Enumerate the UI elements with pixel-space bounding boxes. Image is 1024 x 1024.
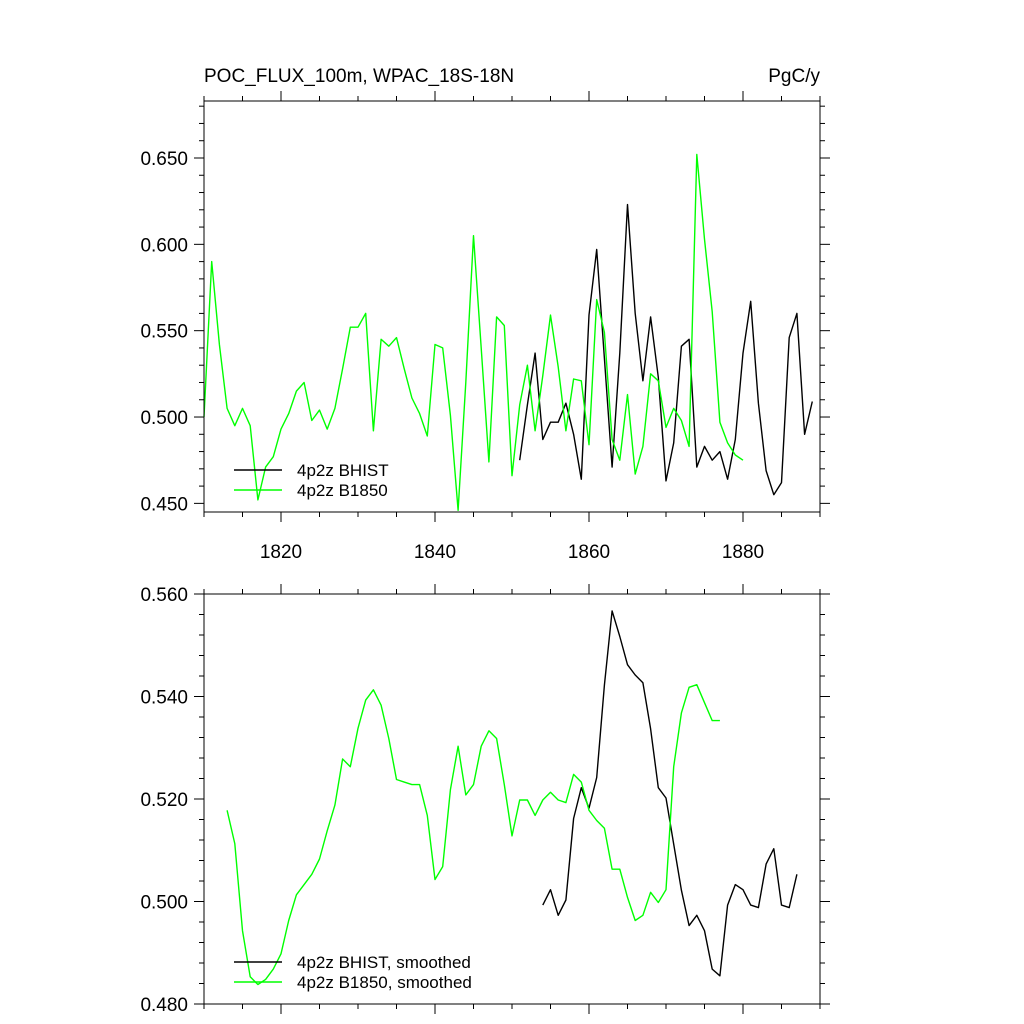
legend-label: 4p2z BHIST, smoothed: [297, 953, 471, 972]
top-panel: POC_FLUX_100m, WPAC_18S-18N PgC/y 1820 18…: [140, 66, 830, 563]
legend-label: 4p2z B1850, smoothed: [297, 973, 472, 992]
y-tick-label: 0.560: [140, 585, 188, 606]
y-tick-label: 0.550: [140, 322, 188, 343]
series-line-b1850: [226, 684, 720, 986]
top-panel-ticks: 1820 1840 1860 1880 0.450 0.500 0.550 0.600 0.65…: [140, 91, 830, 563]
legend-label: 4p2z B1850: [297, 481, 388, 500]
series-line-b1850: [203, 153, 744, 511]
bottom-panel-lines: [226, 610, 798, 986]
y-tick-label: 0.600: [140, 235, 188, 256]
series-line-bhist: [542, 610, 798, 977]
top-panel-frame: [203, 100, 821, 513]
y-tick-label: 0.520: [140, 790, 188, 811]
series-line-bhist: [519, 203, 813, 496]
y-tick-label: 0.450: [140, 494, 188, 515]
y-tick-label: 0.500: [140, 408, 188, 429]
y-tick-label: 0.480: [140, 995, 188, 1016]
legend-label: 4p2z BHIST: [297, 461, 389, 480]
top-panel-title: POC_FLUX_100m, WPAC_18S-18N: [204, 66, 514, 87]
x-tick-label: 1820: [260, 542, 302, 563]
y-tick-label: 0.540: [140, 688, 188, 709]
top-panel-units: PgC/y: [768, 66, 820, 87]
y-tick-label: 0.500: [140, 893, 188, 914]
top-panel-lines: [203, 153, 813, 511]
x-tick-label: 1860: [568, 542, 610, 563]
bottom-panel-ticks: 0.480 0.500 0.520 0.540 0.560: [140, 584, 830, 1016]
bottom-panel: 0.480 0.500 0.520 0.540 0.560 4p2z BHIST, sm…: [140, 584, 830, 1016]
bottom-panel-frame: [203, 593, 821, 1005]
y-tick-label: 0.650: [140, 149, 188, 170]
x-tick-label: 1880: [722, 542, 764, 563]
x-tick-label: 1840: [414, 542, 456, 563]
